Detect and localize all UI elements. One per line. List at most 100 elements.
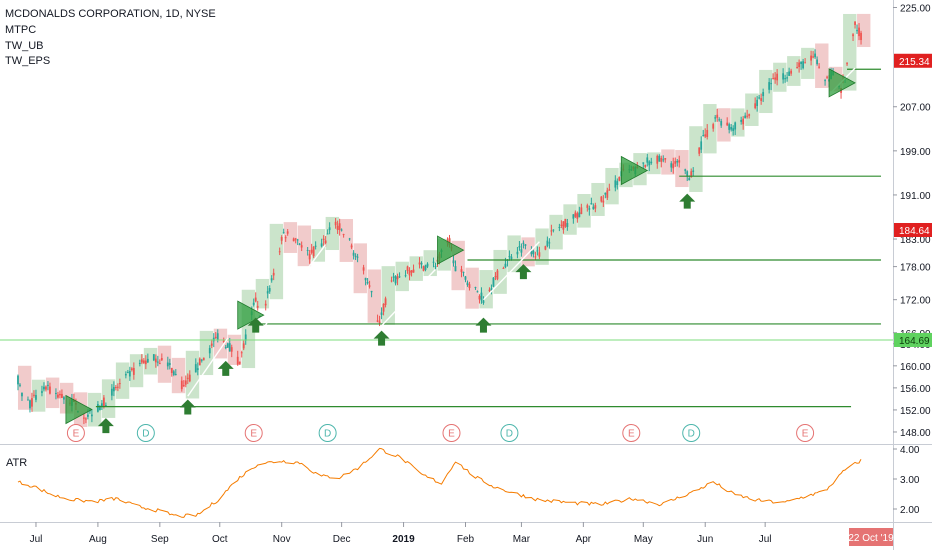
candle-body <box>45 386 47 390</box>
time-tick-label: Dec <box>333 534 351 545</box>
indicator-label-tw-eps[interactable]: TW_EPS <box>5 55 51 67</box>
candle-body <box>608 189 611 191</box>
candle-body <box>268 288 271 292</box>
candle-body <box>17 375 19 385</box>
candle-body <box>452 260 455 264</box>
candle-body <box>142 360 145 363</box>
candle-body <box>846 63 848 65</box>
candle-body <box>196 368 199 371</box>
candle-body <box>128 371 131 377</box>
earnings-marker[interactable] <box>796 424 815 442</box>
price-tag <box>894 222 932 237</box>
atr-tick-label: 4.00 <box>900 445 920 456</box>
indicator-label-tw-ub[interactable]: TW_UB <box>5 40 44 52</box>
candle-body <box>824 80 826 82</box>
candle-body <box>214 336 217 338</box>
candle-body <box>860 32 862 41</box>
dividend-marker[interactable] <box>136 424 155 442</box>
candle-body <box>798 62 801 68</box>
candle-body <box>85 418 87 420</box>
price-tick-label: 172.00 <box>900 296 931 307</box>
price-tag <box>894 53 932 68</box>
candle-body <box>800 61 803 65</box>
candle-body <box>240 352 243 354</box>
candle-body <box>674 161 677 164</box>
candle-body <box>746 115 749 117</box>
candle-body <box>600 196 603 202</box>
trend-line <box>187 337 229 397</box>
candle-body <box>468 284 471 288</box>
candle-body <box>650 161 653 164</box>
candle-body <box>314 245 317 247</box>
event-marker-label: D <box>142 429 149 440</box>
candle-body <box>384 298 387 305</box>
dividend-marker[interactable] <box>500 424 519 442</box>
dividend-marker[interactable] <box>318 424 337 442</box>
candle-body <box>110 388 113 396</box>
candle-body <box>804 62 806 64</box>
candle-body <box>678 160 681 163</box>
candle-body <box>328 227 331 231</box>
candle-body <box>98 406 101 411</box>
zone-box <box>675 150 689 188</box>
candle-body <box>594 205 597 209</box>
candle-body <box>642 162 645 164</box>
earnings-marker[interactable] <box>244 424 263 442</box>
zone-box <box>465 267 479 309</box>
candle-body <box>166 362 169 367</box>
atr-series <box>17 447 862 518</box>
indicator-label-mtpc[interactable]: MTPC <box>5 24 37 36</box>
candle-body <box>700 141 703 150</box>
candle-body <box>672 163 675 169</box>
candle-body <box>530 249 533 255</box>
zone-box <box>297 225 312 267</box>
candle-body <box>96 404 99 412</box>
candle-body <box>508 256 511 258</box>
candle-body <box>224 347 227 349</box>
candle-body <box>376 320 379 322</box>
earnings-marker[interactable] <box>622 424 641 442</box>
candle-body <box>858 27 860 37</box>
candle-body <box>664 157 667 160</box>
candle-body <box>35 395 37 400</box>
candle-body <box>728 124 731 130</box>
candle-body <box>21 392 23 397</box>
pennant-marker <box>65 394 93 425</box>
candle-body <box>320 243 323 247</box>
candle-body <box>432 261 435 263</box>
candle-body <box>306 249 309 251</box>
candle-body <box>340 229 343 231</box>
candle-body <box>390 280 393 282</box>
candle-body <box>49 386 51 394</box>
earnings-marker[interactable] <box>66 424 85 442</box>
candle-body <box>782 73 785 80</box>
candle-body <box>114 387 117 389</box>
candle-body <box>464 276 467 280</box>
dividend-marker[interactable] <box>682 424 701 442</box>
candle-body <box>226 343 229 348</box>
zone-box <box>549 214 563 250</box>
candle-body <box>202 357 205 361</box>
candle-body <box>516 251 519 255</box>
candle-body <box>208 348 211 354</box>
candle-body <box>572 214 575 219</box>
signal-arrow-icon <box>679 193 696 209</box>
signal-arrow-icon <box>247 317 264 333</box>
candle-body <box>170 368 173 373</box>
candle-body <box>602 200 605 203</box>
candle-body <box>238 361 241 364</box>
candle-body <box>382 303 385 312</box>
price-tags: 215.34 184.64 164.69 22 Oct '19 <box>848 53 932 546</box>
pennant-marker <box>620 155 649 186</box>
zone-box <box>339 219 354 262</box>
candle-body <box>90 414 93 417</box>
atr-label[interactable]: ATR <box>6 457 28 469</box>
candle-body <box>270 278 273 281</box>
candle-body <box>272 272 275 276</box>
price-tick-label: 160.00 <box>900 362 931 373</box>
price-tick-label: 225.00 <box>900 4 931 15</box>
earnings-marker[interactable] <box>442 424 461 442</box>
candle-body <box>786 77 789 79</box>
